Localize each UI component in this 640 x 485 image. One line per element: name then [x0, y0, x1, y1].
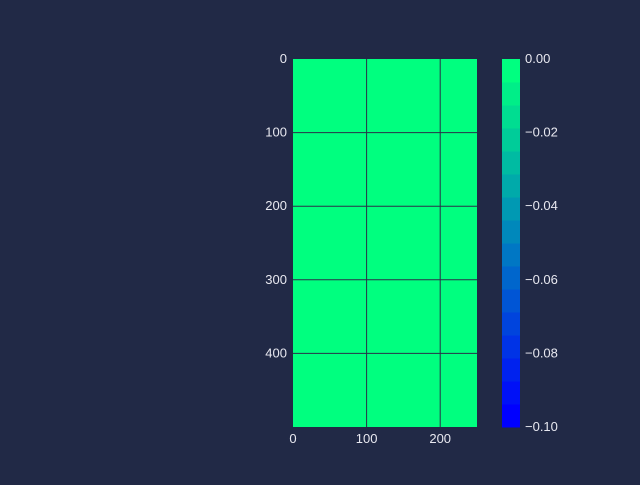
colorbar-segment — [502, 335, 520, 359]
colorbar-tick-label: −0.10 — [525, 419, 558, 434]
x-tick-label: 0 — [289, 431, 296, 446]
colorbar-segment — [502, 82, 520, 106]
heatmap-cell — [293, 59, 477, 427]
colorbar: 0.00 −0.02 −0.04 −0.06 −0.08 −0.10 — [502, 51, 558, 434]
colorbar-segment — [502, 404, 520, 428]
colorbar-segment — [502, 174, 520, 198]
colorbar-segment — [502, 381, 520, 405]
colorbar-segment — [502, 151, 520, 175]
colorbar-segment — [502, 266, 520, 290]
colorbar-tick-label: −0.06 — [525, 272, 558, 287]
plot-area: 0 100 200 0 100 200 300 400 — [265, 51, 477, 446]
colorbar-tick-label: 0.00 — [525, 51, 550, 66]
colorbar-segment — [502, 220, 520, 244]
colorbar-segment — [502, 358, 520, 382]
x-tick-label: 100 — [356, 431, 378, 446]
colorbar-segment — [502, 197, 520, 221]
colorbar-segment — [502, 243, 520, 267]
colorbar-tick-label: −0.04 — [525, 198, 558, 213]
colorbar-segment — [502, 312, 520, 336]
y-tick-label: 400 — [265, 345, 287, 360]
colorbar-segment — [502, 105, 520, 129]
y-tick-label: 200 — [265, 198, 287, 213]
colorbar-tick-label: −0.08 — [525, 345, 558, 360]
colorbar-segment — [502, 59, 520, 83]
y-tick-label: 100 — [265, 125, 287, 140]
colorbar-segment — [502, 128, 520, 152]
y-tick-label: 300 — [265, 272, 287, 287]
y-tick-label: 0 — [280, 51, 287, 66]
colorbar-tick-label: −0.02 — [525, 125, 558, 140]
x-tick-label: 200 — [429, 431, 451, 446]
colorbar-segment — [502, 289, 520, 313]
